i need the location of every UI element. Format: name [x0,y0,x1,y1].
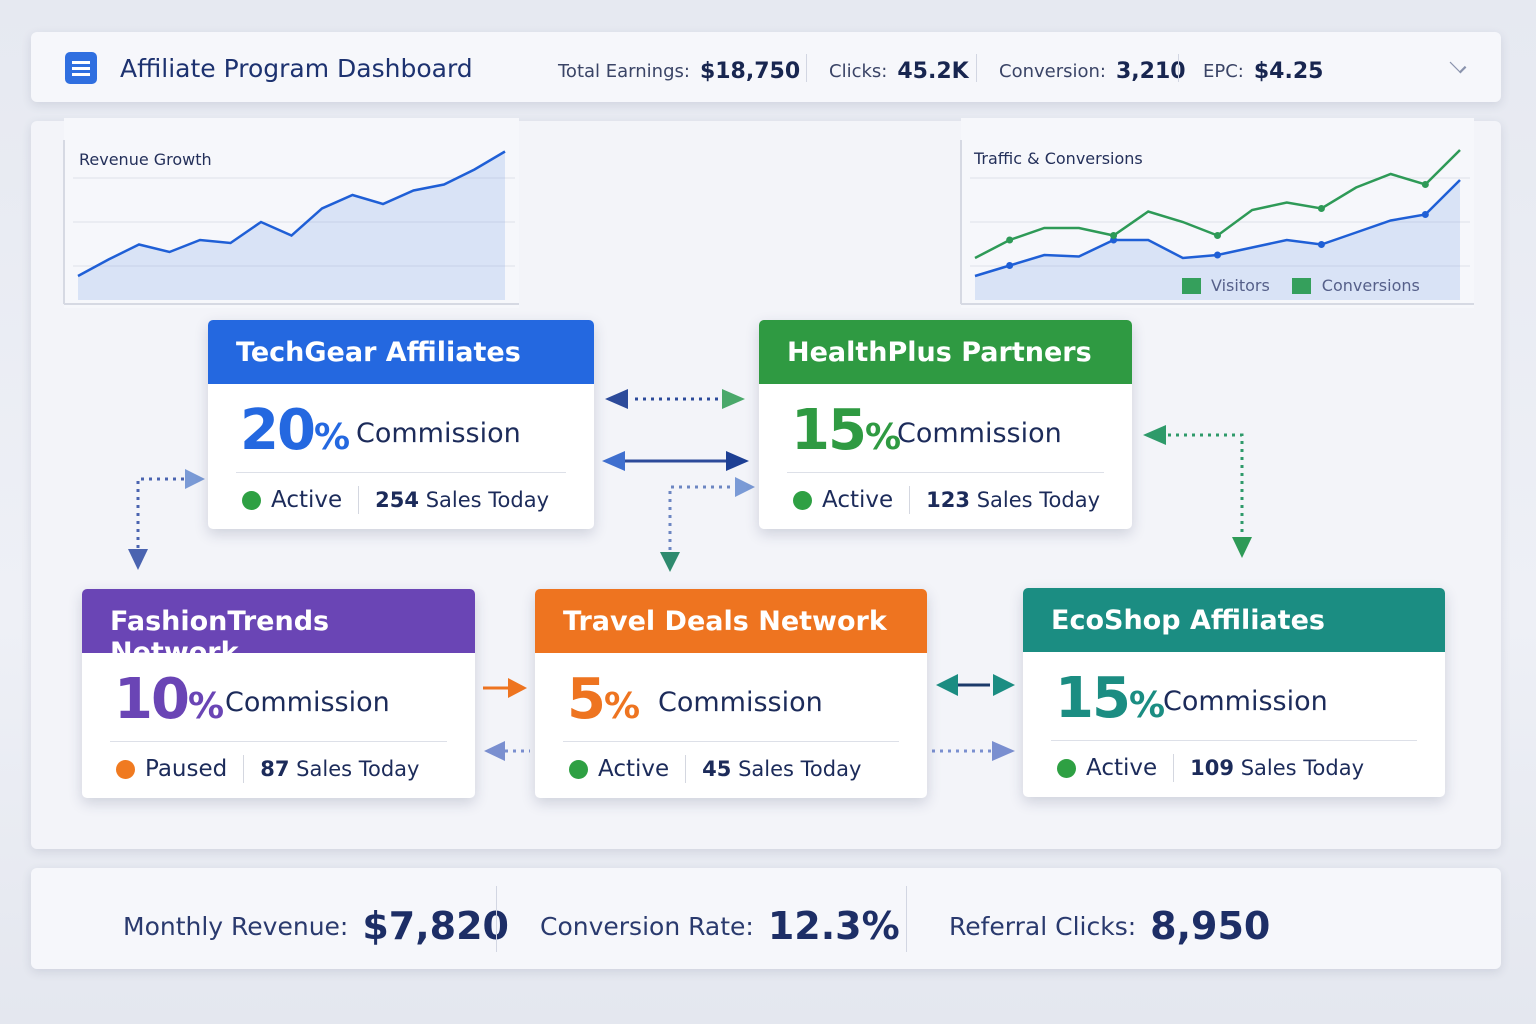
arrow-right-icon [508,678,527,698]
commission-label: Commission [356,418,521,449]
status-row: Paused 87 Sales Today [116,755,419,783]
legend-conversions: Conversions [1321,276,1420,295]
commission-rate: 15% [1055,666,1166,731]
data-point [1317,205,1325,212]
arrow-left-icon [602,451,625,471]
commission-rate: 5% [567,667,641,732]
network-name: FashionTrends Network [82,589,475,668]
legend-swatch-visitors [1182,277,1201,294]
arrow-right-icon [726,451,749,471]
network-name: HealthPlus Partners [759,320,1132,384]
status-row: Active 123 Sales Today [793,486,1100,514]
network-name: EcoShop Affiliates [1023,588,1445,652]
data-point [1214,251,1221,259]
network-card[interactable]: Travel Deals Network 5% Commission Activ… [535,589,927,798]
data-point [1421,211,1429,218]
status-badge: Paused [145,756,228,782]
status-badge: Active [598,756,670,782]
sales-today: 87 Sales Today [260,757,420,781]
arrow-down-icon [128,549,148,570]
data-point [1421,181,1429,188]
page-title: Affiliate Program Dashboard [120,54,473,83]
sales-today: 123 Sales Today [926,488,1100,512]
commission-label: Commission [658,687,823,718]
revenue-growth-chart [63,118,519,308]
conversion-rate: Conversion Rate: 12.3% [540,904,900,948]
data-point [1006,262,1014,269]
legend-visitors: Visitors [1211,276,1270,295]
sales-today: 109 Sales Today [1190,756,1364,780]
network-card[interactable]: HealthPlus Partners 15% Commission Activ… [759,320,1132,529]
network-card[interactable]: FashionTrends Network 10% Commission Pau… [82,589,475,798]
status-row: Active 109 Sales Today [1057,754,1364,782]
referral-clicks: Referral Clicks: 8,950 [949,904,1271,948]
commission-label: Commission [897,418,1062,449]
sales-today: 45 Sales Today [702,757,862,781]
status-dot-icon [569,759,588,779]
status-badge: Active [822,487,894,513]
status-row: Active 45 Sales Today [569,755,861,783]
commission-rate: 20% [240,398,351,463]
chart-legend: Visitors Conversions [1182,276,1420,295]
network-name: Travel Deals Network [535,589,927,653]
revenue-growth-title: Revenue Growth [79,150,212,169]
data-point [1317,241,1325,248]
monthly-revenue: Monthly Revenue: $7,820 [123,904,509,948]
network-name: TechGear Affiliates [208,320,594,384]
chart-bg [64,118,519,308]
arrow-down-icon [1232,537,1252,558]
series-line [77,150,506,278]
data-point [1006,236,1014,244]
traffic-conversions-title: Traffic & Conversions [974,149,1143,168]
commission-label: Commission [1163,686,1328,717]
connector-arrows [128,389,1252,761]
arrow-left-icon [605,389,628,409]
stat-conversion: Conversion: 3,210 [999,59,1186,84]
data-point [1214,232,1221,239]
status-badge: Active [271,487,343,513]
clipboard-list-icon [65,52,97,84]
commission-rate: 15% [791,398,902,463]
status-dot-icon [793,490,812,510]
status-dot-icon [242,490,261,510]
area-fill [78,151,505,300]
chart-bg [961,118,1474,308]
data-point [1110,232,1118,239]
stat-clicks: Clicks: 45.2K [829,59,969,84]
area-fill [975,180,1460,300]
status-dot-icon [1057,758,1076,778]
commission-label: Commission [225,687,390,718]
status-dot-icon [116,759,135,779]
sales-today: 254 Sales Today [375,488,549,512]
arrow-down-icon [660,552,680,572]
header-bar: Affiliate Program Dashboard Total Earnin… [31,32,1501,102]
network-card[interactable]: TechGear Affiliates 20% Commission Activ… [208,320,594,529]
stat-epc: EPC: $4.25 [1203,59,1324,84]
stat-total-earnings: Total Earnings: $18,750 [558,59,801,84]
footer-summary: Monthly Revenue: $7,820 Conversion Rate: 1… [31,868,1501,969]
legend-swatch-conversions [1291,277,1311,294]
commission-rate: 10% [114,667,225,732]
arrow-right-icon [722,389,745,409]
traffic-conversions-chart [960,118,1474,308]
status-badge: Active [1086,755,1158,781]
network-card[interactable]: EcoShop Affiliates 15% Commission Active… [1023,588,1445,797]
status-row: Active 254 Sales Today [242,486,549,514]
